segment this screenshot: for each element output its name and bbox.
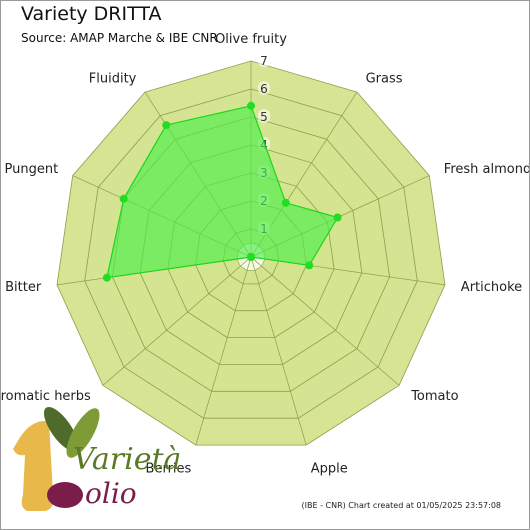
data-point-aromatic-herbs[interactable] [247, 253, 255, 261]
axis-label: Fresh almond [444, 162, 529, 177]
radar-axis-labels: Olive fruity Grass Fresh almond Artichoke To… [1, 32, 529, 476]
axis-label: Berries [146, 461, 192, 476]
axis-label: Apple [311, 461, 348, 476]
data-point-bitter[interactable] [102, 273, 111, 282]
radar-spoke [250, 256, 400, 386]
axis-label: Bitter [5, 280, 42, 295]
radar-spoke [102, 256, 252, 386]
logo-leaf-light [66, 408, 100, 458]
radar-spoke [250, 256, 307, 446]
scale-tick-label: 5 [260, 110, 268, 124]
logo-text-olio: olio [85, 477, 137, 510]
scale-tick-bg [258, 53, 270, 67]
axis-label: Grass [366, 72, 403, 87]
chart-title: Variety DRITTA [21, 3, 162, 25]
scale-tick-bg [258, 81, 270, 95]
axis-label: Tomato [410, 389, 458, 404]
logo-olive [47, 482, 83, 508]
radar-series [102, 101, 342, 282]
axis-label: Artichoke [461, 280, 522, 295]
data-point-pungent[interactable] [119, 194, 128, 203]
scale-tick-label: 7 [260, 54, 268, 68]
logo-text-varieta: Varietà [73, 442, 181, 477]
scale-tick-label: 6 [260, 82, 268, 96]
data-point-artichoke[interactable] [305, 261, 314, 270]
logo-one-shape [13, 420, 54, 511]
axis-label: Olive fruity [215, 32, 287, 47]
data-point-olive-fruity[interactable] [247, 101, 255, 110]
varieta-olio-logo: Varietà olio [13, 406, 181, 511]
data-point-fluidity[interactable] [162, 121, 171, 130]
data-point-grass[interactable] [281, 198, 290, 207]
chart-subtitle: Source: AMAP Marche & IBE CNR [21, 31, 218, 45]
chart-credit: (IBE - CNR) Chart created at 01/05/2025 … [301, 501, 502, 510]
axis-label: Pungent [5, 162, 59, 177]
axis-label: Fluidity [89, 72, 137, 87]
data-point-fresh-almond[interactable] [333, 213, 342, 222]
axis-label: Aromatic herbs [1, 389, 91, 404]
scale-tick-bg [258, 109, 270, 123]
radar-spoke [195, 256, 252, 446]
